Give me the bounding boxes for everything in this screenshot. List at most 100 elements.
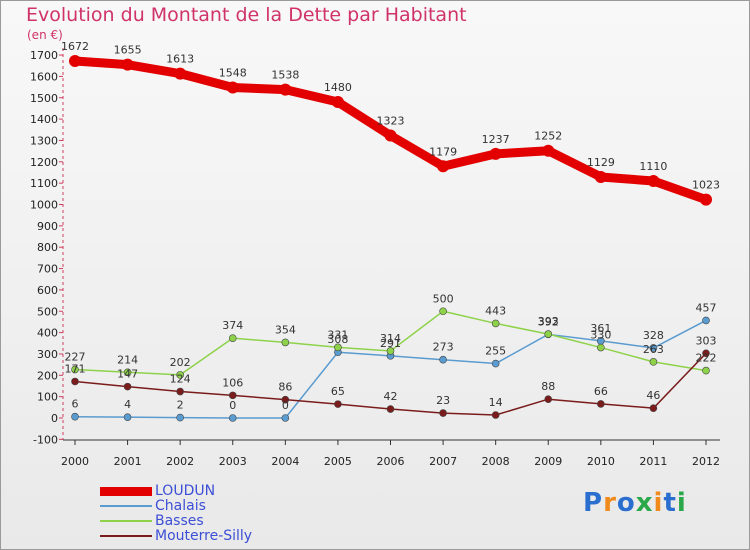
y-tick-label: 600 (37, 284, 58, 297)
data-label: 457 (696, 301, 717, 314)
data-label: 255 (485, 345, 506, 358)
data-label: 202 (170, 356, 191, 369)
y-tick-label: 1400 (30, 113, 58, 126)
data-point (437, 160, 450, 173)
data-label: 65 (331, 385, 345, 398)
x-tick-label: 2001 (114, 455, 142, 468)
x-tick-label: 2000 (61, 455, 89, 468)
x-tick-label: 2005 (324, 455, 352, 468)
y-tick-label: 1500 (30, 92, 58, 105)
y-tick-label: 400 (37, 327, 58, 340)
logo-letter: o (616, 488, 636, 518)
series-loudun (69, 55, 712, 206)
data-label: 46 (646, 389, 660, 402)
data-point (702, 349, 710, 358)
data-label: 331 (327, 328, 348, 341)
legend-swatch (100, 505, 152, 507)
data-label: 2 (177, 399, 184, 412)
y-tick-label: 900 (37, 220, 58, 233)
data-point (597, 343, 605, 352)
data-point (544, 395, 553, 404)
axes: -100010020030040050060070080090010001100… (30, 48, 720, 468)
x-tick-label: 2004 (271, 455, 299, 468)
data-point (71, 365, 79, 374)
data-point (174, 67, 187, 80)
logo-letter: i (676, 488, 687, 518)
y-tick-label: 200 (37, 369, 58, 382)
data-label: 1252 (534, 130, 562, 143)
data-point (226, 81, 239, 94)
series-mouterre-silly (71, 349, 710, 419)
data-point (281, 395, 290, 404)
data-point (176, 387, 184, 396)
data-label: 23 (436, 394, 450, 407)
y-tick-label: 1600 (30, 70, 58, 83)
data-point (489, 147, 502, 160)
proxiti-logo: Proxiti (583, 488, 687, 518)
data-point (439, 409, 447, 417)
data-label: 1672 (61, 40, 89, 53)
logo-letter: i (653, 488, 664, 518)
data-point (71, 412, 79, 421)
data-point (700, 193, 712, 206)
chart-title: Evolution du Montant de la Dette par Hab… (26, 4, 467, 26)
data-point (334, 400, 342, 408)
data-point (281, 414, 290, 422)
y-tick-label: -100 (33, 433, 58, 446)
y-tick-label: 1000 (30, 199, 58, 212)
x-tick-label: 2012 (692, 455, 720, 468)
y-tick-label: 0 (51, 412, 58, 425)
data-point (71, 377, 79, 386)
data-label: 124 (170, 373, 191, 386)
data-label: 314 (380, 332, 401, 345)
data-point (228, 391, 237, 400)
data-point (544, 330, 553, 338)
data-label: 308 (327, 333, 348, 346)
x-tick-label: 2007 (429, 455, 457, 468)
logo-letter: r (603, 488, 617, 518)
data-label: 291 (380, 337, 401, 350)
data-point (491, 359, 500, 368)
data-label: 354 (275, 323, 296, 336)
data-point (331, 96, 344, 109)
data-label: 106 (222, 376, 243, 389)
y-tick-label: 700 (37, 263, 58, 276)
x-tick-label: 2009 (534, 455, 562, 468)
data-label: 1548 (219, 67, 247, 80)
data-point (649, 358, 658, 366)
data-point (228, 334, 237, 342)
data-point (597, 400, 605, 408)
data-label: 392 (538, 315, 559, 328)
data-point (386, 405, 395, 413)
data-label: 171 (65, 362, 86, 375)
data-label: 1613 (166, 53, 194, 66)
logo-letter: t (663, 488, 677, 518)
x-tick-label: 2003 (219, 455, 247, 468)
data-label: 330 (590, 329, 611, 342)
x-tick-label: 2011 (639, 455, 667, 468)
data-label: 4 (124, 398, 131, 411)
data-point (69, 55, 81, 68)
data-point (384, 129, 397, 142)
y-tick-label: 1300 (30, 134, 58, 147)
data-label: 1023 (692, 179, 720, 192)
data-label: 1538 (271, 69, 299, 82)
data-point (279, 83, 292, 96)
data-label: 273 (433, 341, 454, 354)
data-label: 214 (117, 353, 138, 366)
data-label: 66 (594, 385, 608, 398)
data-point (594, 170, 607, 183)
data-point (121, 58, 134, 71)
legend-label: Mouterre-Silly (155, 528, 253, 544)
data-point (439, 355, 447, 364)
data-point (123, 413, 132, 421)
data-label: 1110 (639, 160, 667, 173)
data-label: 328 (643, 329, 664, 342)
y-tick-label: 100 (37, 391, 58, 404)
x-tick-label: 2006 (377, 455, 405, 468)
data-point (649, 344, 658, 352)
data-label: 0 (229, 399, 236, 412)
data-point (649, 404, 658, 412)
data-label: 86 (278, 381, 292, 394)
